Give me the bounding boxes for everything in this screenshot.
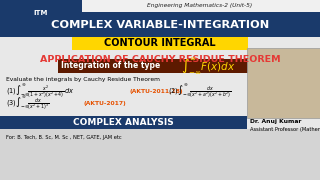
Text: (AKTU-2011,18): (AKTU-2011,18)	[130, 89, 184, 93]
FancyBboxPatch shape	[58, 59, 262, 73]
FancyBboxPatch shape	[247, 48, 320, 118]
Text: Evaluate the integrals by Cauchy Residue Theorem: Evaluate the integrals by Cauchy Residue…	[6, 76, 160, 82]
Text: Engineering Mathematics-2 (Unit-5): Engineering Mathematics-2 (Unit-5)	[148, 3, 252, 8]
Text: (AKTU-2017): (AKTU-2017)	[84, 100, 127, 105]
Text: CONTOUR INTEGRAL: CONTOUR INTEGRAL	[104, 39, 216, 48]
Text: For: B. Tech, B. Sc, M. Sc , NET, GATE, JAM etc: For: B. Tech, B. Sc, M. Sc , NET, GATE, …	[6, 136, 122, 141]
Text: APPLICATION OF CAUCHY RESIDUE THEOREM: APPLICATION OF CAUCHY RESIDUE THEOREM	[40, 55, 280, 64]
FancyBboxPatch shape	[0, 116, 247, 129]
Text: ITM: ITM	[34, 10, 48, 16]
Text: Dr. Anuj Kumar: Dr. Anuj Kumar	[250, 118, 301, 123]
Text: Integration of the type: Integration of the type	[61, 62, 163, 71]
Text: Assistant Professor (Mathematics): Assistant Professor (Mathematics)	[250, 127, 320, 132]
Text: $(3)\int_{-\infty}^{\infty}\frac{dx}{(x^2+1)^3}$: $(3)\int_{-\infty}^{\infty}\frac{dx}{(x^…	[6, 94, 50, 112]
Text: COMPLEX VARIABLE-INTEGRATION: COMPLEX VARIABLE-INTEGRATION	[51, 19, 269, 30]
FancyBboxPatch shape	[72, 37, 248, 50]
Text: COMPLEX ANALYSIS: COMPLEX ANALYSIS	[73, 118, 173, 127]
FancyBboxPatch shape	[80, 0, 320, 12]
Text: $\int_{-\infty}^{\infty} F(x)dx$: $\int_{-\infty}^{\infty} F(x)dx$	[181, 56, 235, 76]
FancyBboxPatch shape	[0, 129, 320, 180]
Text: $(2)\int_{-\infty}^{\infty}\frac{dx}{(x^2+a^2)(x^2+b^2)}$: $(2)\int_{-\infty}^{\infty}\frac{dx}{(x^…	[168, 82, 232, 100]
FancyBboxPatch shape	[0, 0, 82, 25]
Text: $(1)\int_{-\infty}^{\infty}\frac{x^2}{(1+x^2)(x^2+4)}\,dx$: $(1)\int_{-\infty}^{\infty}\frac{x^2}{(1…	[6, 82, 75, 100]
FancyBboxPatch shape	[0, 12, 320, 37]
